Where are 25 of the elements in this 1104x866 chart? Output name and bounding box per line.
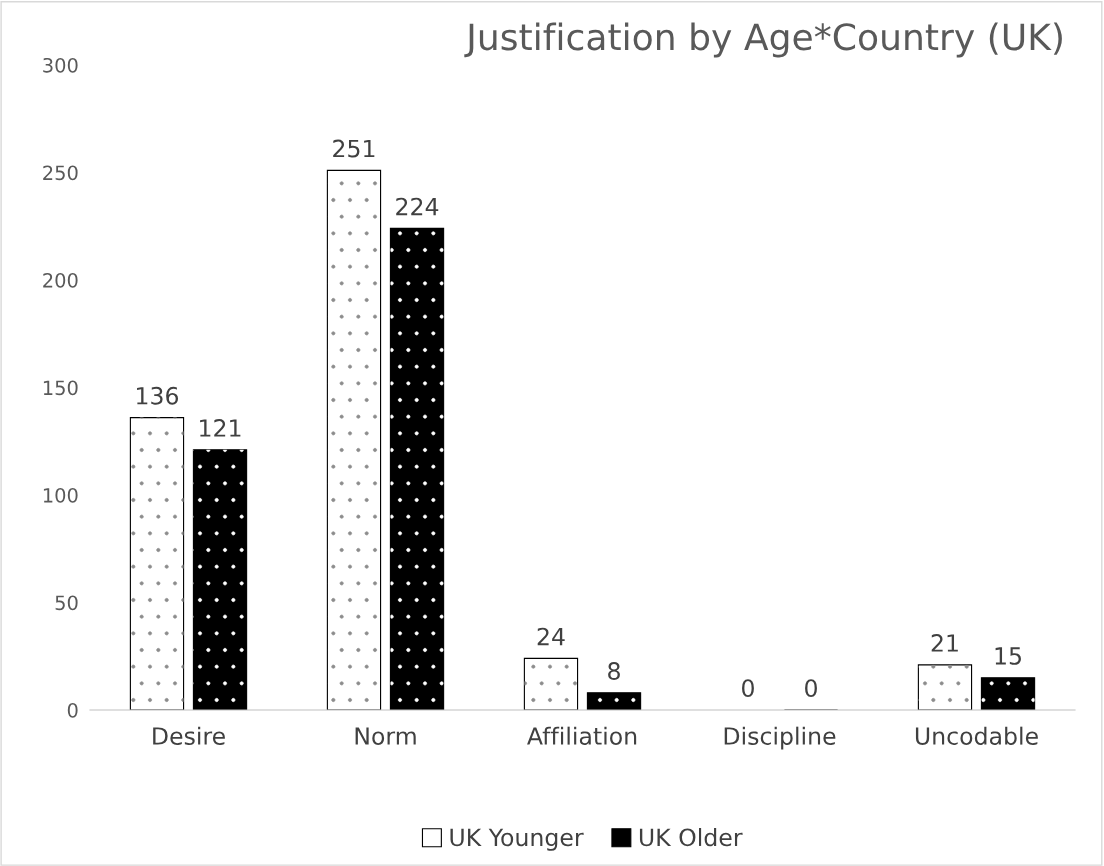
y-tick-label: 150	[43, 380, 78, 396]
data-label: 121	[200, 419, 241, 437]
x-tick-label: Uncodable	[915, 726, 1038, 745]
data-label: 136	[137, 386, 179, 405]
y-tick-label: 50	[55, 595, 78, 611]
y-tick-label: 250	[43, 165, 78, 181]
data-label: 24	[537, 627, 565, 646]
data-label: 0	[742, 679, 754, 698]
y-tick-label: 200	[43, 272, 78, 288]
x-tick-label: Discipline	[724, 726, 836, 750]
legend-label: UK Older	[639, 828, 743, 847]
y-tick-label: 300	[43, 57, 78, 73]
data-label: 8	[608, 662, 620, 680]
data-label: 21	[931, 634, 958, 652]
y-tick-label: 0	[67, 702, 78, 718]
data-label: 224	[396, 197, 439, 216]
x-tick-label: Norm	[355, 727, 416, 745]
data-label: 0	[805, 679, 817, 698]
data-label: 15	[995, 647, 1021, 665]
legend-label: UK Younger	[450, 828, 584, 851]
y-tick-label: 100	[43, 487, 78, 503]
data-label: 251	[333, 139, 375, 158]
x-tick-label: Affiliation	[527, 726, 637, 745]
chart-title: Justification by Age*Country (UK)	[464, 22, 1062, 58]
x-tick-label: Desire	[153, 726, 225, 745]
